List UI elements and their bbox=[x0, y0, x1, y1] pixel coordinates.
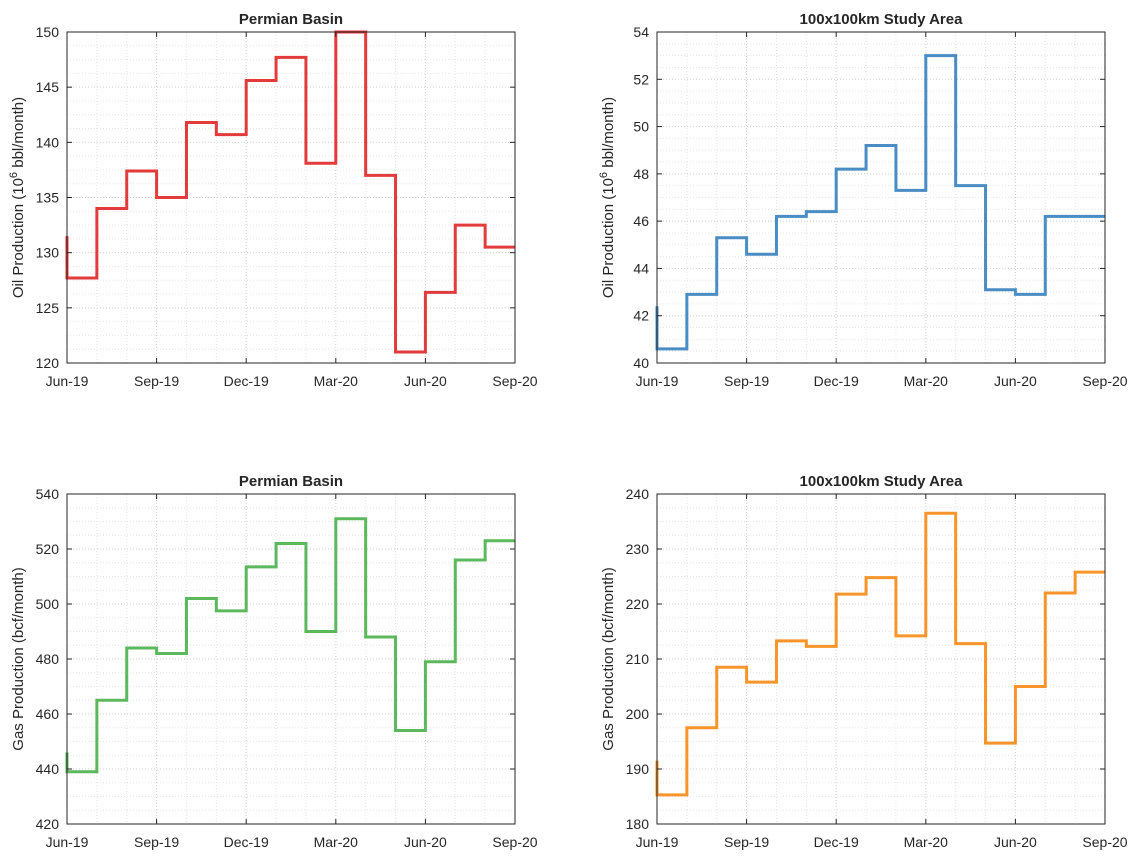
y-tick-label: 520 bbox=[36, 541, 60, 557]
x-tick-label: Sep-20 bbox=[492, 373, 537, 389]
y-tick-label: 40 bbox=[633, 355, 649, 371]
x-tick-label: Sep-20 bbox=[1082, 373, 1127, 389]
y-axis-label: Oil Production (106 bbl/month) bbox=[8, 97, 27, 298]
series-line bbox=[65, 30, 515, 354]
y-tick-label: 190 bbox=[626, 761, 650, 777]
x-tick-label: Sep-20 bbox=[492, 834, 537, 850]
y-tick-label: 210 bbox=[626, 651, 650, 667]
y-tick-label: 180 bbox=[626, 816, 650, 832]
panel-gas-permian: Jun-19 Sep-19 Dec-19 Mar-20 Jun-20 Sep-20 420 4… bbox=[10, 473, 538, 850]
y-tick-label: 46 bbox=[633, 213, 649, 229]
y-tick-label: 130 bbox=[36, 245, 60, 261]
y-axis-label-part: Gas Production (bcf/month) bbox=[10, 567, 27, 750]
y-axis-label-superscript: 6 bbox=[8, 172, 20, 178]
x-tick-label: Sep-19 bbox=[134, 834, 179, 850]
x-tick-label: Sep-19 bbox=[724, 834, 769, 850]
chart-title: Permian Basin bbox=[239, 11, 343, 28]
x-tick-label: Dec-19 bbox=[814, 373, 859, 389]
x-tick-label: Jun-20 bbox=[404, 373, 447, 389]
y-tick-label: 54 bbox=[633, 24, 649, 40]
y-axis-label: Gas Production (bcf/month) bbox=[600, 567, 617, 750]
panel-oil-permian: Jun-19 Sep-19 Dec-19 Mar-20 Jun-20 Sep-20 120 1… bbox=[8, 11, 538, 389]
y-tick-label: 480 bbox=[36, 651, 60, 667]
x-tick-label: Sep-20 bbox=[1082, 834, 1127, 850]
y-tick-label: 150 bbox=[36, 24, 60, 40]
x-tick-label: Mar-20 bbox=[314, 834, 359, 850]
x-tick-label: Jun-20 bbox=[994, 373, 1037, 389]
panel-oil-study-area: Jun-19 Sep-19 Dec-19 Mar-20 Jun-20 Sep-20 40 42… bbox=[598, 11, 1128, 389]
x-tick-label: Sep-19 bbox=[134, 373, 179, 389]
y-axis-label-part: Gas Production (bcf/month) bbox=[600, 567, 617, 750]
x-tick-label: Dec-19 bbox=[814, 834, 859, 850]
axes-box bbox=[66, 31, 516, 364]
y-tick-label: 42 bbox=[633, 308, 649, 324]
y-tick-label: 220 bbox=[626, 596, 650, 612]
y-tick-label: 460 bbox=[36, 706, 60, 722]
y-axis-label-superscript: 6 bbox=[598, 172, 610, 178]
x-tick-label: Jun-19 bbox=[636, 834, 679, 850]
y-tick-label: 440 bbox=[36, 761, 60, 777]
y-tick-label: 145 bbox=[36, 79, 60, 95]
y-tick-label: 52 bbox=[633, 71, 649, 87]
y-tick-label: 420 bbox=[36, 816, 60, 832]
y-tick-label: 48 bbox=[633, 166, 649, 182]
x-tick-label: Mar-20 bbox=[904, 373, 949, 389]
y-tick-label: 140 bbox=[36, 134, 60, 150]
y-axis-label: Gas Production (bcf/month) bbox=[10, 567, 27, 750]
x-tick-label: Jun-20 bbox=[994, 834, 1037, 850]
y-axis-label-part: Oil Production (10 bbox=[600, 178, 617, 298]
x-tick-label: Jun-19 bbox=[636, 373, 679, 389]
axes-box bbox=[656, 493, 1106, 825]
y-tick-label: 240 bbox=[626, 486, 650, 502]
y-tick-label: 200 bbox=[626, 706, 650, 722]
y-axis-label-part: Oil Production (10 bbox=[10, 178, 27, 298]
y-tick-label: 44 bbox=[633, 260, 649, 276]
y-tick-label: 50 bbox=[633, 119, 649, 135]
y-axis-label-part: bbl/month) bbox=[10, 97, 27, 172]
series-line bbox=[655, 54, 1105, 351]
y-tick-label: 500 bbox=[36, 596, 60, 612]
y-tick-label: 230 bbox=[626, 541, 650, 557]
y-tick-label: 540 bbox=[36, 486, 60, 502]
series-line bbox=[655, 511, 1105, 797]
x-tick-label: Jun-19 bbox=[46, 834, 89, 850]
axes-box bbox=[656, 31, 1106, 364]
chart-title: 100x100km Study Area bbox=[800, 11, 964, 28]
x-tick-label: Dec-19 bbox=[224, 373, 269, 389]
series-line bbox=[65, 517, 515, 774]
y-tick-label: 135 bbox=[36, 190, 60, 206]
y-axis-label: Oil Production (106 bbl/month) bbox=[598, 97, 617, 298]
x-tick-label: Dec-19 bbox=[224, 834, 269, 850]
x-tick-label: Jun-20 bbox=[404, 834, 447, 850]
panel-gas-study-area: Jun-19 Sep-19 Dec-19 Mar-20 Jun-20 Sep-20 180 1… bbox=[600, 473, 1128, 850]
chart-title: Permian Basin bbox=[239, 473, 343, 490]
x-tick-label: Sep-19 bbox=[724, 373, 769, 389]
y-axis-label-part: bbl/month) bbox=[600, 97, 617, 172]
x-tick-label: Mar-20 bbox=[314, 373, 359, 389]
chart-title: 100x100km Study Area bbox=[800, 473, 964, 490]
x-tick-label: Jun-19 bbox=[46, 373, 89, 389]
x-tick-label: Mar-20 bbox=[904, 834, 949, 850]
y-tick-label: 120 bbox=[36, 355, 60, 371]
y-tick-label: 125 bbox=[36, 300, 60, 316]
